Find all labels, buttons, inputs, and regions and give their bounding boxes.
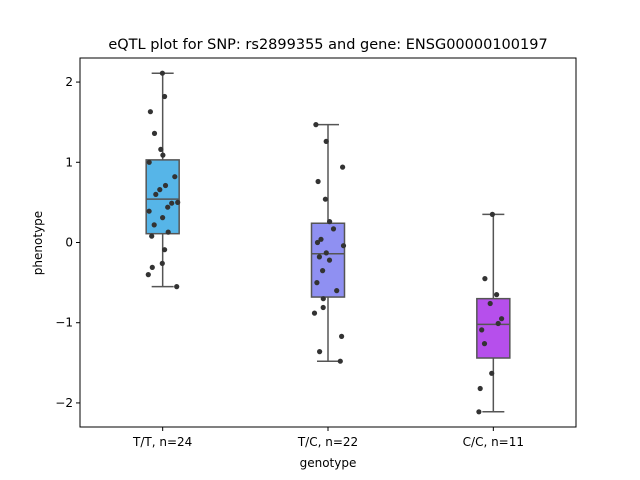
data-point (145, 272, 151, 278)
data-point (174, 284, 180, 290)
data-point (160, 152, 166, 158)
data-point (316, 254, 322, 260)
data-point (172, 174, 178, 180)
data-point (159, 260, 165, 266)
data-point (165, 204, 171, 210)
x-axis-label: genotype (300, 456, 357, 470)
y-tick-label: 2 (65, 75, 73, 89)
data-point (162, 247, 168, 253)
data-point (320, 268, 326, 274)
data-point (482, 276, 488, 282)
data-point (340, 243, 347, 249)
data-point (489, 370, 495, 376)
data-point (314, 239, 321, 246)
data-point (320, 304, 326, 311)
data-point (487, 300, 493, 307)
data-point (149, 233, 155, 239)
data-point (337, 358, 343, 364)
x-tick-label: T/T, n=24 (132, 435, 192, 449)
y-axis-label: phenotype (31, 211, 45, 275)
y-tick-label: −2 (55, 396, 73, 410)
y-tick-label: 0 (65, 236, 73, 250)
data-point (323, 138, 329, 144)
data-point (322, 196, 328, 202)
data-point (489, 211, 495, 217)
data-point (157, 187, 163, 193)
data-point (334, 288, 340, 294)
data-point (317, 349, 323, 355)
box-iqr (145, 159, 180, 235)
data-point (169, 200, 175, 206)
x-tick-label: C/C, n=11 (463, 435, 524, 449)
data-point (477, 385, 483, 392)
data-point (476, 409, 482, 415)
data-point (151, 130, 158, 136)
data-point (326, 257, 333, 263)
data-point (313, 122, 319, 128)
data-point (479, 327, 485, 333)
data-point (158, 146, 164, 152)
y-tick-label: 1 (65, 155, 73, 169)
data-point (147, 109, 153, 115)
data-point (159, 70, 165, 76)
data-point (495, 320, 501, 327)
data-point (494, 292, 500, 298)
x-tick-label: T/C, n=22 (297, 435, 358, 449)
data-point (162, 93, 168, 100)
data-point (481, 341, 488, 347)
data-point (175, 199, 181, 205)
data-point (146, 159, 152, 165)
data-point (323, 250, 329, 256)
data-point (340, 164, 346, 170)
data-point (339, 333, 345, 339)
data-point (330, 226, 337, 232)
data-point (499, 316, 505, 322)
data-point (327, 219, 333, 225)
data-point (314, 280, 320, 286)
chart-title: eQTL plot for SNP: rs2899355 and gene: E… (108, 37, 547, 53)
y-tick-label: −1 (55, 316, 73, 330)
data-point (162, 182, 169, 189)
data-point (160, 215, 166, 221)
axis-layer: T/T, n=24 T/C, n=22 C/C, n=11 −2 −1 0 1 2 (55, 75, 524, 449)
data-point (151, 222, 157, 228)
data-point (165, 229, 171, 235)
data-point (315, 178, 321, 185)
data-point (311, 310, 318, 316)
data-point (149, 264, 155, 270)
data-point (320, 296, 326, 302)
data-point (153, 191, 159, 197)
data-point (146, 208, 152, 214)
data-point (318, 236, 324, 242)
plot-layer (145, 70, 511, 415)
